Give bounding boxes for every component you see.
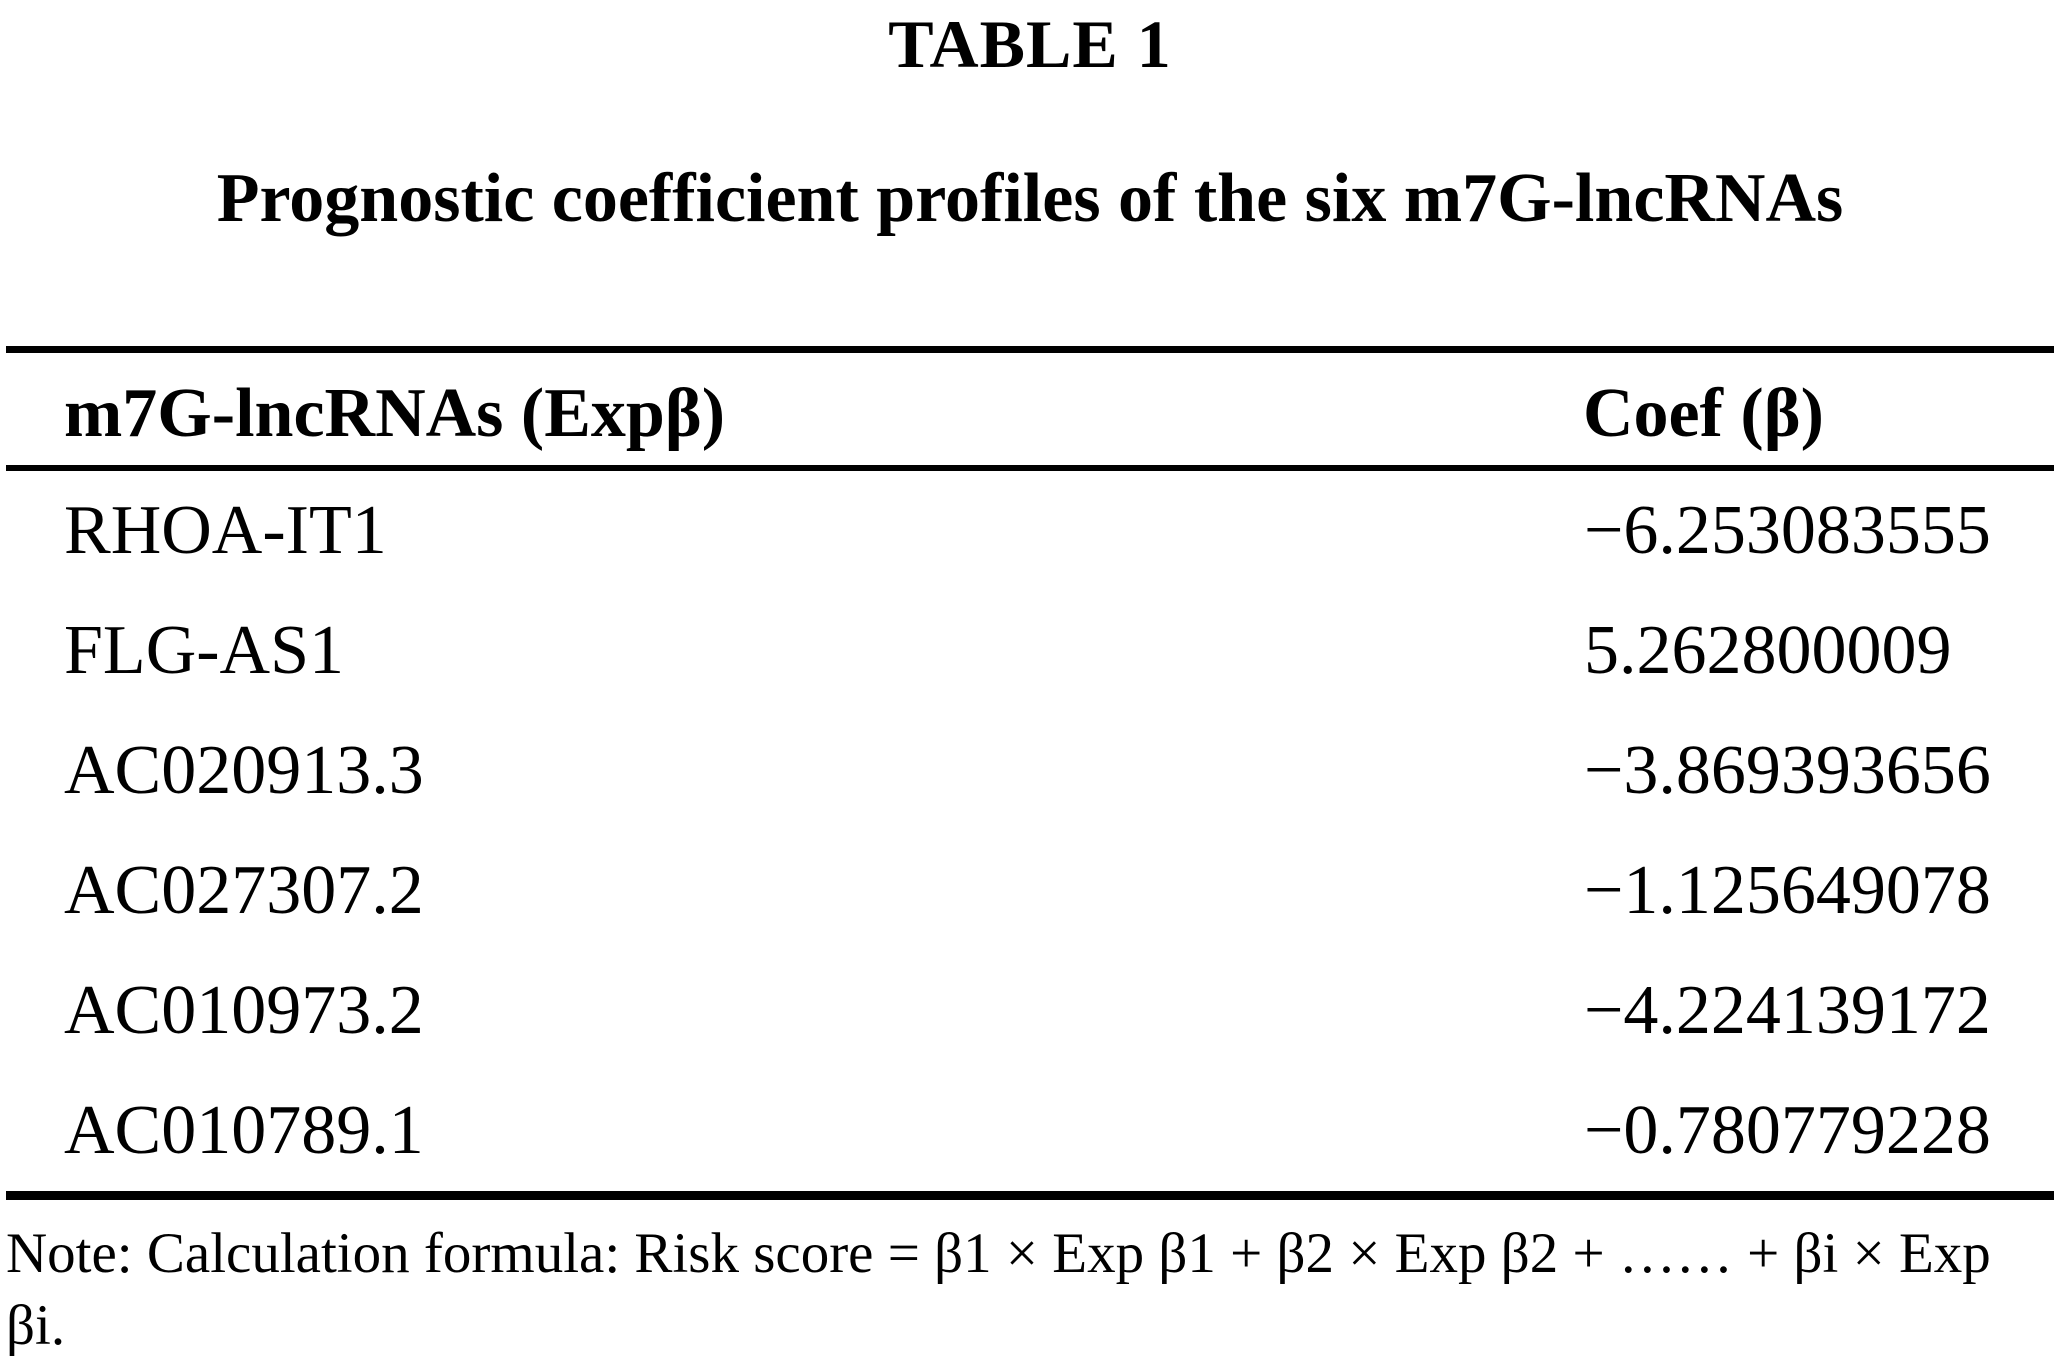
table-header: m7G-lncRNAs (Expβ) Coef (β) (6, 346, 2054, 471)
coefficients-table: m7G-lncRNAs (Expβ) Coef (β) RHOA-IT1 −6.… (6, 346, 2054, 1200)
lncrna-name-cell: AC027307.2 (64, 852, 424, 929)
coef-value-cell: −6.253083555 (1583, 492, 1991, 569)
coef-value-cell: −4.224139172 (1583, 972, 1991, 1049)
lncrna-name-cell: AC010973.2 (64, 972, 424, 1049)
lncrna-name-cell: AC020913.3 (64, 732, 424, 809)
column-header-lncrna: m7G-lncRNAs (Expβ) (6, 346, 1583, 471)
table-caption: Prognostic coefficient profiles of the s… (216, 160, 1844, 237)
lncrna-name-cell: AC010789.1 (64, 1092, 424, 1169)
table-row: AC010973.2 −4.224139172 (6, 951, 2054, 1071)
table-header-row: m7G-lncRNAs (Expβ) Coef (β) (6, 346, 2054, 471)
table-body: RHOA-IT1 −6.253083555 FLG-AS1 5.26280000… (6, 468, 2054, 1196)
coef-value-cell: −3.869393656 (1583, 732, 1991, 809)
table-row: FLG-AS1 5.262800009 (6, 591, 2054, 711)
coef-value-cell: −1.125649078 (1583, 852, 1991, 929)
coef-value-cell: 5.262800009 (1583, 612, 1952, 689)
lncrna-name-cell: FLG-AS1 (64, 612, 345, 689)
table-row: AC010789.1 −0.780779228 (6, 1071, 2054, 1196)
coef-value-cell: −0.780779228 (1583, 1092, 1991, 1169)
table-row: AC027307.2 −1.125649078 (6, 831, 2054, 951)
lncrna-name-cell: RHOA-IT1 (64, 492, 387, 569)
column-header-coef: Coef (β) (1582, 346, 2054, 471)
table-label: TABLE 1 (888, 6, 1172, 82)
table-note: Note: Calculation formula: Risk score = … (6, 1222, 1991, 1358)
table-row: RHOA-IT1 −6.253083555 (6, 468, 2054, 591)
table-row: AC020913.3 −3.869393656 (6, 711, 2054, 831)
